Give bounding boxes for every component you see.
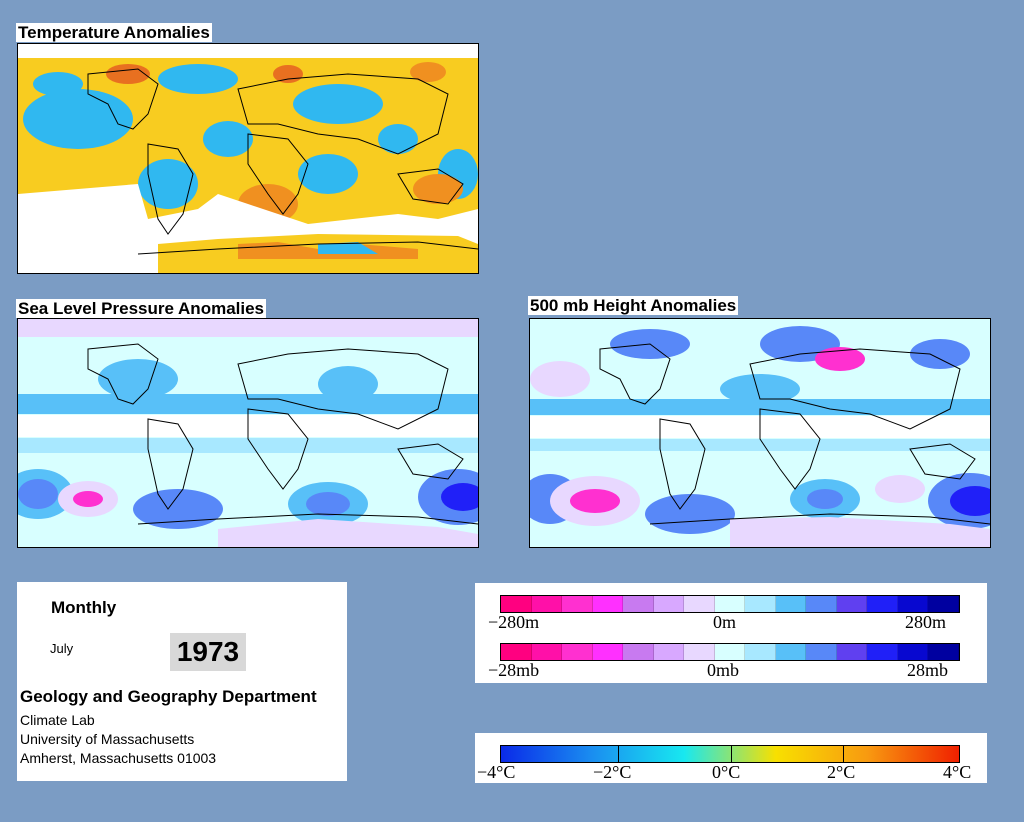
pressure-legend-swatch <box>928 644 959 660</box>
temp-tick <box>618 746 619 762</box>
height-legend-swatch <box>623 596 654 612</box>
department-label: Geology and Geography Department <box>20 687 317 706</box>
height-legend-max: 280m <box>905 612 947 632</box>
temp-legend-label-4: 2°C <box>827 762 856 782</box>
height-pressure-legend: −280m 0m 280m −28mb 0mb 28mb <box>475 583 987 683</box>
temperature-color-bar <box>500 745 960 763</box>
height-legend-swatch <box>806 596 837 612</box>
pressure-legend-swatch <box>836 644 868 660</box>
temp-legend-label-1: −4°C <box>477 762 516 782</box>
pressure-legend-swatch <box>775 644 807 660</box>
temperature-map-title: Temperature Anomalies <box>16 23 212 42</box>
pressure-legend-swatch <box>562 644 593 660</box>
slp-anomaly-map <box>17 318 479 548</box>
height-legend-swatch <box>562 596 593 612</box>
pressure-legend-swatch <box>897 644 929 660</box>
pressure-legend-swatch <box>867 644 898 660</box>
height-legend-swatch <box>653 596 685 612</box>
pressure-legend-min: −28mb <box>488 660 540 680</box>
height-legend-swatch <box>836 596 868 612</box>
pressure-legend-max: 28mb <box>907 660 949 680</box>
height500-map-title: 500 mb Height Anomalies <box>528 296 739 315</box>
temp-legend-label-5: 4°C <box>943 762 972 782</box>
pressure-legend-swatch <box>592 644 624 660</box>
pressure-legend-swatch <box>501 644 532 660</box>
temp-tick <box>843 746 844 762</box>
height-legend-swatch <box>745 596 776 612</box>
lab-label: Climate Lab <box>20 712 95 728</box>
pressure-legend-swatch <box>653 644 685 660</box>
pressure-legend-swatch <box>684 644 715 660</box>
height-legend-min: −280m <box>488 612 540 632</box>
height500-anomaly-map <box>529 318 991 548</box>
address-label: Amherst, Massachusetts 01003 <box>20 750 217 766</box>
pressure-color-bar <box>500 643 960 661</box>
pressure-legend-swatch <box>531 644 563 660</box>
height-legend-swatch <box>684 596 715 612</box>
pressure-legend-swatch <box>623 644 654 660</box>
year-label: 1973 <box>170 633 246 671</box>
month-label: July <box>50 641 74 656</box>
pressure-legend-swatch <box>745 644 776 660</box>
pressure-legend-swatch <box>806 644 837 660</box>
temperature-anomaly-map <box>17 43 479 274</box>
height-legend-swatch <box>714 596 746 612</box>
university-label: University of Massachusetts <box>20 731 195 747</box>
height-legend-swatch <box>501 596 532 612</box>
pressure-legend-mid: 0mb <box>707 660 740 680</box>
height-legend-swatch <box>928 596 959 612</box>
height-legend-swatch <box>867 596 898 612</box>
height-color-bar <box>500 595 960 613</box>
height-legend-mid: 0m <box>713 612 737 632</box>
height-legend-swatch <box>775 596 807 612</box>
period-label: Monthly <box>51 598 117 617</box>
height-legend-swatch <box>531 596 563 612</box>
height-legend-swatch <box>897 596 929 612</box>
height-legend-swatch <box>592 596 624 612</box>
slp-map-title: Sea Level Pressure Anomalies <box>16 299 267 318</box>
info-panel: Monthly July 1973 Geology and Geography … <box>17 582 347 781</box>
temperature-legend: −4°C −2°C 0°C 2°C 4°C <box>475 733 987 783</box>
temp-legend-label-2: −2°C <box>593 762 632 782</box>
pressure-legend-swatch <box>714 644 746 660</box>
temp-legend-label-3: 0°C <box>712 762 741 782</box>
temp-tick <box>731 746 732 762</box>
